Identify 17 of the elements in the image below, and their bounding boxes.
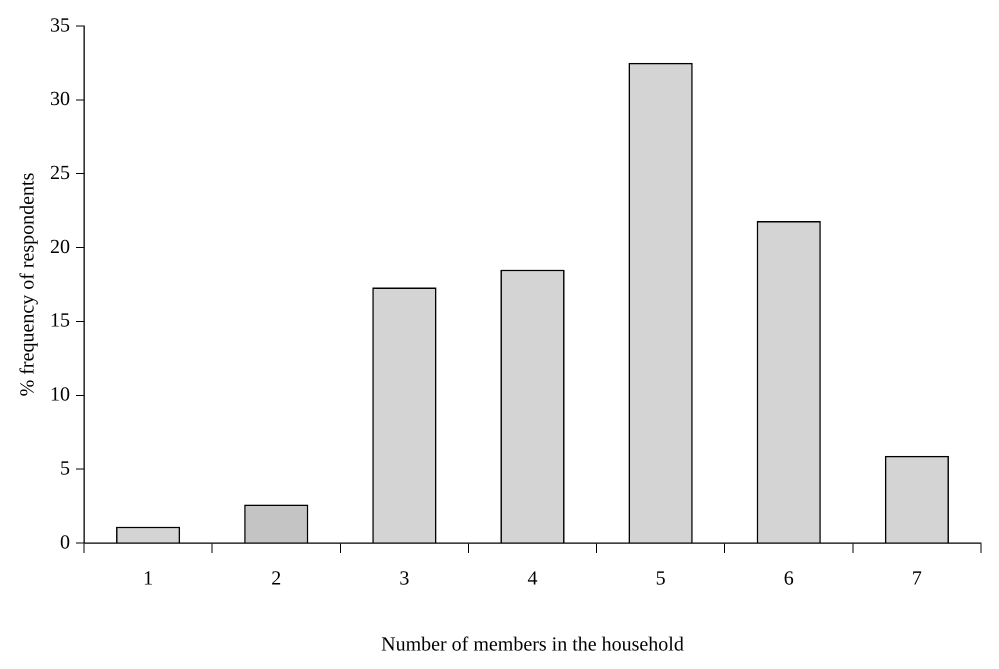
x-tick-label: 7 [912, 567, 922, 590]
y-tick-label: 25 [50, 162, 70, 184]
y-tick-label: 20 [50, 236, 70, 258]
y-tick-label: 15 [50, 310, 70, 332]
y-axis-title: % frequency of respondents [16, 172, 38, 396]
y-tick-label: 30 [50, 88, 70, 110]
x-axis-title: Number of members in the household [381, 633, 684, 656]
x-tick-label: 4 [528, 567, 538, 590]
y-tick-label: 0 [60, 531, 70, 554]
y-tick-label: 35 [50, 14, 70, 36]
x-tick-label: 1 [143, 567, 154, 590]
x-tick-label: 2 [271, 567, 282, 590]
x-tick-label: 3 [399, 567, 410, 590]
y-tick-label: 10 [50, 384, 70, 406]
y-tick-label: 5 [60, 457, 70, 480]
x-tick-label: 6 [784, 567, 794, 590]
x-tick-label: 5 [656, 567, 666, 590]
